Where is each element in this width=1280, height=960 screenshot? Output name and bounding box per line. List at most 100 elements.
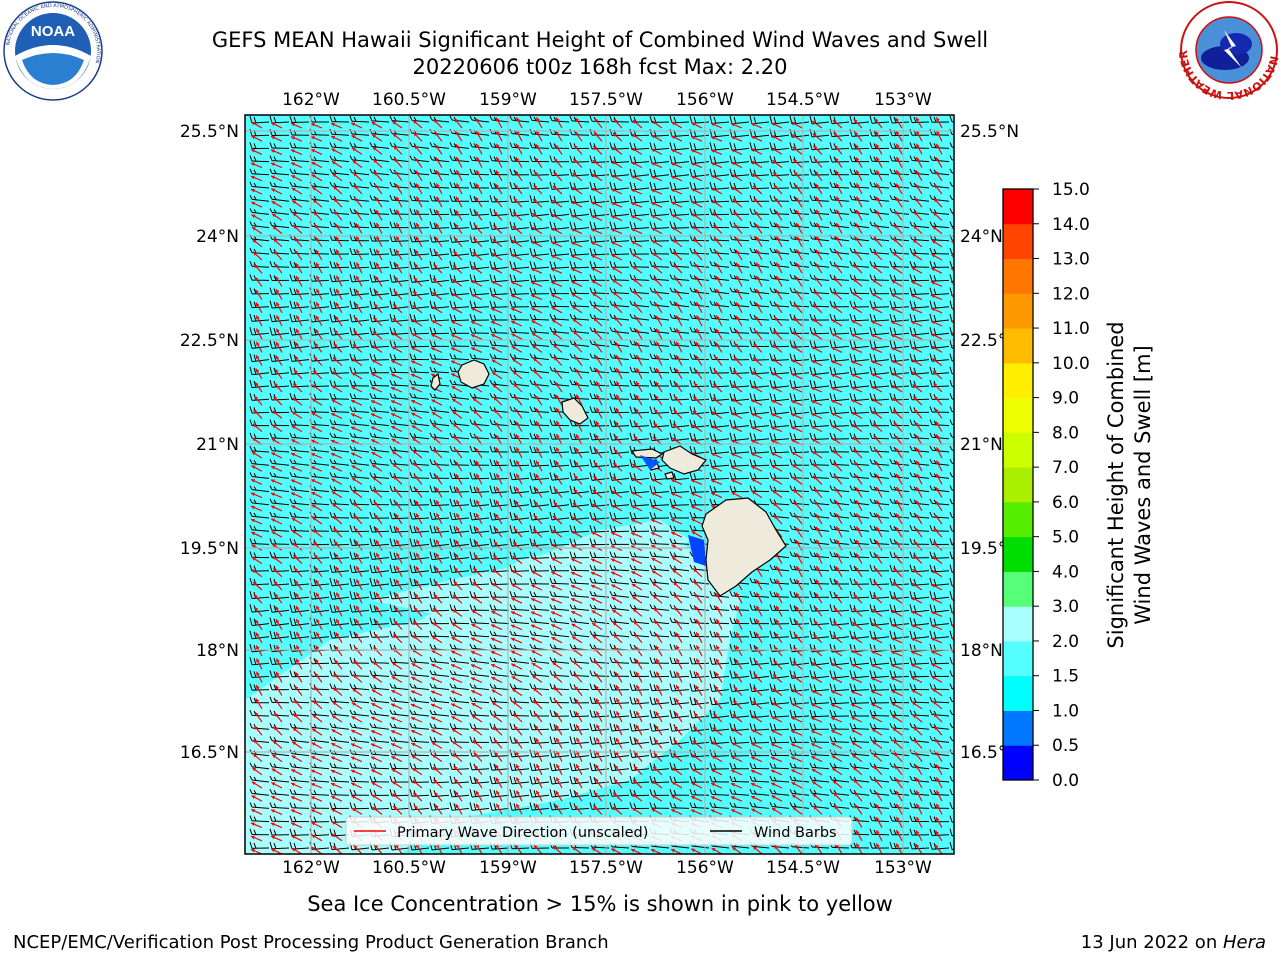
lon-tick-top: 156°W xyxy=(676,90,734,110)
colorbar-segment xyxy=(1003,571,1033,607)
wind-barb xyxy=(549,115,570,123)
wave-arrow xyxy=(956,474,962,484)
wave-arrow xyxy=(812,133,823,142)
colorbar-segment xyxy=(1003,640,1033,677)
wave-arrow xyxy=(495,117,503,129)
wave-arrow xyxy=(613,118,623,129)
wave-arrow xyxy=(956,144,962,154)
wave-arrow xyxy=(953,369,954,372)
wave-arrow xyxy=(690,122,703,129)
wind-barb xyxy=(289,155,310,163)
wave-arrow xyxy=(953,713,954,714)
colorbar-segment xyxy=(1003,328,1033,364)
wave-arrow xyxy=(310,135,323,142)
colorbar-tick-label: 15.0 xyxy=(1052,180,1090,200)
colorbar-segment xyxy=(1003,606,1033,642)
wave-arrow xyxy=(956,461,962,472)
wave-arrow xyxy=(632,119,643,129)
wave-arrow xyxy=(955,501,962,510)
noaa-logo: NOAA NATIONAL OCEANIC AND ATMOSPHERIC AD… xyxy=(3,1,103,101)
wind-barb xyxy=(469,155,490,163)
legend-barb-label: Wind Barbs xyxy=(754,825,837,841)
lon-axis-top: 162°W 160.5°W 159°W 157.5°W 156°W 154.5°W 153°… xyxy=(282,90,932,110)
wave-arrow xyxy=(575,117,583,129)
colorbar-segment xyxy=(1003,536,1033,572)
lon-tick-top: 153°W xyxy=(874,90,932,110)
wind-barb xyxy=(289,142,310,149)
wave-arrow xyxy=(833,144,843,155)
wind-barb xyxy=(889,142,910,149)
lon-tick-bottom: 153°W xyxy=(874,858,932,878)
colorbar-segment xyxy=(1003,189,1033,225)
footer-host: Hera xyxy=(1222,932,1266,953)
wave-arrow xyxy=(631,147,643,155)
wave-arrow xyxy=(330,122,343,129)
chart-subtitle: 20220606 t00z 168h fcst Max: 2.20 xyxy=(412,55,788,79)
wave-arrow xyxy=(331,148,343,155)
wave-arrow xyxy=(874,118,883,129)
sea-ice-note: Sea Ice Concentration > 15% is shown in … xyxy=(307,892,893,916)
wind-barb xyxy=(369,142,390,149)
wind-barb xyxy=(929,142,950,149)
wind-barb xyxy=(569,115,590,123)
wind-barb xyxy=(509,155,530,163)
wave-arrow xyxy=(956,408,962,418)
wave-arrow xyxy=(953,383,954,384)
wave-arrow xyxy=(351,147,363,155)
wind-barb xyxy=(409,115,430,123)
wave-arrow xyxy=(750,122,763,129)
lon-tick-bottom: 157.5°W xyxy=(569,858,643,878)
wave-arrow xyxy=(454,118,463,129)
wave-arrow xyxy=(413,144,423,155)
colorbar-tick-label: 13.0 xyxy=(1052,250,1090,270)
wave-arrow xyxy=(690,149,703,155)
wind-barb xyxy=(729,115,750,125)
wind-barb xyxy=(429,155,450,163)
wave-arrow xyxy=(792,146,803,155)
colorbar-segment xyxy=(1003,258,1033,294)
wave-arrow xyxy=(433,118,443,129)
colorbar-tick-label: 1.5 xyxy=(1052,667,1079,687)
wind-barb xyxy=(449,142,470,149)
island-kahoolawe xyxy=(664,471,675,480)
lon-tick-top: 159°W xyxy=(479,90,537,110)
wind-barb xyxy=(909,142,930,149)
wave-arrow xyxy=(730,148,743,155)
wave-arrow xyxy=(612,132,623,142)
wave-arrow xyxy=(955,831,962,840)
wind-barb xyxy=(929,115,950,123)
wave-arrow xyxy=(592,145,603,155)
wave-arrow xyxy=(750,135,763,142)
wave-arrow xyxy=(474,117,483,129)
wave-arrow xyxy=(554,144,563,155)
lon-axis-bottom: 162°W 160.5°W 159°W 157.5°W 156°W 154.5°W 153°… xyxy=(282,858,932,878)
wind-barb xyxy=(709,115,730,124)
wave-arrow xyxy=(670,148,683,155)
lon-tick-bottom: 156°W xyxy=(676,858,734,878)
wind-barb xyxy=(389,115,410,123)
wave-arrow xyxy=(791,121,803,129)
wave-arrow xyxy=(895,143,903,155)
wave-arrow xyxy=(730,122,743,129)
wave-arrow xyxy=(854,131,863,142)
wave-arrow xyxy=(290,136,303,142)
wave-arrow xyxy=(270,122,283,129)
wave-arrow xyxy=(771,134,783,142)
wave-arrow xyxy=(250,148,263,155)
wave-arrow xyxy=(351,134,363,142)
wave-arrow xyxy=(350,122,363,129)
wave-arrow xyxy=(251,135,263,142)
wind-barb xyxy=(449,155,470,163)
wave-arrow xyxy=(935,117,943,129)
wave-arrow xyxy=(955,158,962,168)
wave-arrow xyxy=(435,157,443,168)
wave-arrow xyxy=(771,147,783,155)
colorbar-tick-label: 5.0 xyxy=(1052,528,1079,548)
wave-arrow xyxy=(412,119,423,129)
wave-arrow xyxy=(250,162,263,169)
wind-barb xyxy=(269,142,290,149)
colorbar-tick-label: 0.0 xyxy=(1052,771,1079,791)
wave-arrow xyxy=(515,156,523,168)
wave-arrow xyxy=(915,117,923,129)
colorbar-tick-label: 3.0 xyxy=(1052,597,1079,617)
